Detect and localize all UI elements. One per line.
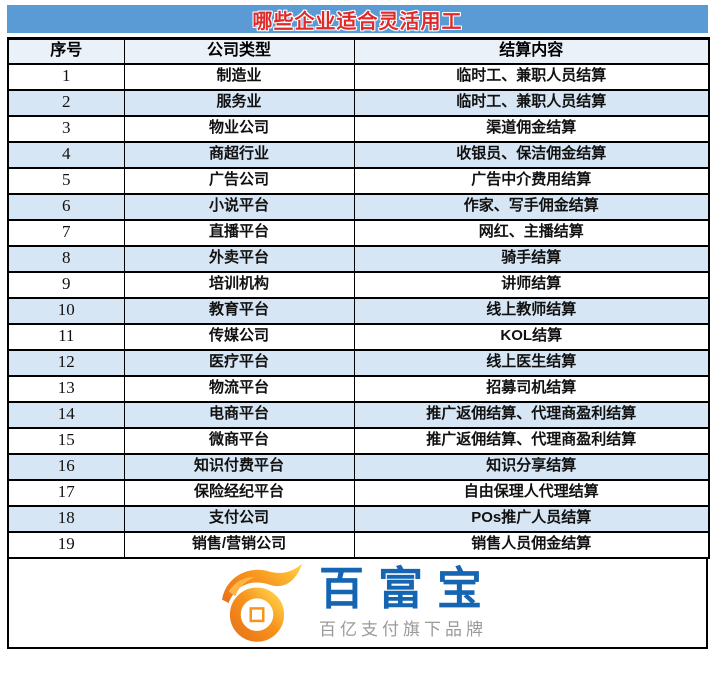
table-row: 10 教育平台 线上教师结算 — [7, 296, 710, 325]
cell-settlement: 招募司机结算 — [353, 374, 710, 403]
cell-company-type: 物流平台 — [123, 374, 355, 403]
cell-settlement: 广告中介费用结算 — [353, 166, 710, 195]
table-row: 3 物业公司 渠道佣金结算 — [7, 114, 710, 143]
cell-index: 5 — [7, 166, 125, 195]
table-row: 7 直播平台 网红、主播结算 — [7, 218, 710, 247]
table-row: 16 知识付费平台 知识分享结算 — [7, 452, 710, 481]
flexible-employment-table: 序号 公司类型 结算内容 1 制造业 临时工、兼职人员结算 2 服务业 临时工、兼职人员结… — [7, 37, 710, 559]
table-row: 19 销售/营销公司 销售人员佣金结算 — [7, 530, 710, 559]
cell-settlement: 作家、写手佣金结算 — [353, 192, 710, 221]
cell-company-type: 保险经纪平台 — [123, 478, 355, 507]
coin-with-flame-icon — [221, 563, 302, 642]
cell-index: 3 — [7, 114, 125, 143]
cell-index: 6 — [7, 192, 125, 221]
table-row: 2 服务业 临时工、兼职人员结算 — [7, 88, 710, 117]
brand-text-block: 百富宝 百亿支付旗下品牌 — [319, 566, 496, 640]
cell-company-type: 传媒公司 — [123, 322, 355, 351]
cell-settlement: 骑手结算 — [353, 244, 710, 273]
col-header-company-type: 公司类型 — [123, 37, 355, 65]
cell-company-type: 物业公司 — [123, 114, 355, 143]
cell-settlement: 自由保理人代理结算 — [353, 478, 710, 507]
cell-settlement: 销售人员佣金结算 — [353, 530, 710, 559]
col-header-settlement: 结算内容 — [353, 37, 710, 65]
cell-index: 10 — [7, 296, 125, 325]
table-row: 12 医疗平台 线上医生结算 — [7, 348, 710, 377]
table-row: 4 商超行业 收银员、保洁佣金结算 — [7, 140, 710, 169]
cell-company-type: 直播平台 — [123, 218, 355, 247]
cell-settlement: POs推广人员结算 — [353, 504, 710, 533]
cell-company-type: 小说平台 — [123, 192, 355, 221]
cell-index: 8 — [7, 244, 125, 273]
table-row: 8 外卖平台 骑手结算 — [7, 244, 710, 273]
cell-company-type: 制造业 — [123, 62, 355, 91]
cell-index: 17 — [7, 478, 125, 507]
table-row: 14 电商平台 推广返佣结算、代理商盈利结算 — [7, 400, 710, 429]
cell-company-type: 电商平台 — [123, 400, 355, 429]
cell-settlement: 收银员、保洁佣金结算 — [353, 140, 710, 169]
cell-index: 1 — [7, 62, 125, 91]
cell-company-type: 微商平台 — [123, 426, 355, 455]
page-title: 哪些企业适合灵活用工 — [252, 10, 463, 33]
brand-name: 百富宝 — [318, 562, 496, 614]
cell-settlement: 渠道佣金结算 — [353, 114, 710, 143]
cell-company-type: 支付公司 — [123, 504, 355, 533]
cell-settlement: 网红、主播结算 — [353, 218, 710, 247]
cell-index: 9 — [7, 270, 125, 299]
cell-index: 12 — [7, 348, 125, 377]
cell-settlement: 推广返佣结算、代理商盈利结算 — [353, 426, 710, 455]
cell-settlement: 线上医生结算 — [353, 348, 710, 377]
cell-settlement: 讲师结算 — [353, 270, 710, 299]
table-header-row: 序号 公司类型 结算内容 — [7, 37, 710, 65]
table-row: 18 支付公司 POs推广人员结算 — [7, 504, 710, 533]
cell-company-type: 教育平台 — [123, 296, 355, 325]
cell-company-type: 商超行业 — [123, 140, 355, 169]
cell-index: 2 — [7, 88, 125, 117]
cell-index: 18 — [7, 504, 125, 533]
table-row: 5 广告公司 广告中介费用结算 — [7, 166, 710, 195]
cell-index: 15 — [7, 426, 125, 455]
logo-section: 百富宝 百亿支付旗下品牌 — [7, 558, 708, 649]
cell-index: 19 — [7, 530, 125, 559]
cell-index: 11 — [7, 322, 125, 351]
table-row: 13 物流平台 招募司机结算 — [7, 374, 710, 403]
table-row: 11 传媒公司 KOL结算 — [7, 322, 710, 351]
table-row: 1 制造业 临时工、兼职人员结算 — [7, 62, 710, 91]
cell-company-type: 医疗平台 — [123, 348, 355, 377]
cell-company-type: 培训机构 — [123, 270, 355, 299]
cell-company-type: 外卖平台 — [123, 244, 355, 273]
table-row: 6 小说平台 作家、写手佣金结算 — [7, 192, 710, 221]
cell-settlement: 线上教师结算 — [353, 296, 710, 325]
cell-index: 16 — [7, 452, 125, 481]
cell-company-type: 广告公司 — [123, 166, 355, 195]
brand-slogan: 百亿支付旗下品牌 — [318, 619, 487, 639]
cell-company-type: 知识付费平台 — [123, 452, 355, 481]
cell-company-type: 服务业 — [123, 88, 355, 117]
cell-settlement: 知识分享结算 — [353, 452, 710, 481]
table-row: 15 微商平台 推广返佣结算、代理商盈利结算 — [7, 426, 710, 455]
cell-settlement: KOL结算 — [353, 322, 710, 351]
cell-settlement: 临时工、兼职人员结算 — [353, 88, 710, 117]
cell-settlement: 临时工、兼职人员结算 — [353, 62, 710, 91]
table-row: 17 保险经纪平台 自由保理人代理结算 — [7, 478, 710, 507]
table-row: 9 培训机构 讲师结算 — [7, 270, 710, 299]
cell-index: 14 — [7, 400, 125, 429]
col-header-index: 序号 — [7, 37, 125, 65]
cell-settlement: 推广返佣结算、代理商盈利结算 — [353, 400, 710, 429]
cell-index: 13 — [7, 374, 125, 403]
cell-index: 4 — [7, 140, 125, 169]
brand-logo: 百富宝 百亿支付旗下品牌 — [219, 563, 496, 643]
cell-company-type: 销售/营销公司 — [123, 530, 355, 559]
table-body: 1 制造业 临时工、兼职人员结算 2 服务业 临时工、兼职人员结算 3 物业公司 渠道佣金结算 4… — [7, 62, 710, 559]
cell-index: 7 — [7, 218, 125, 247]
title-banner: 哪些企业适合灵活用工 — [7, 5, 708, 33]
